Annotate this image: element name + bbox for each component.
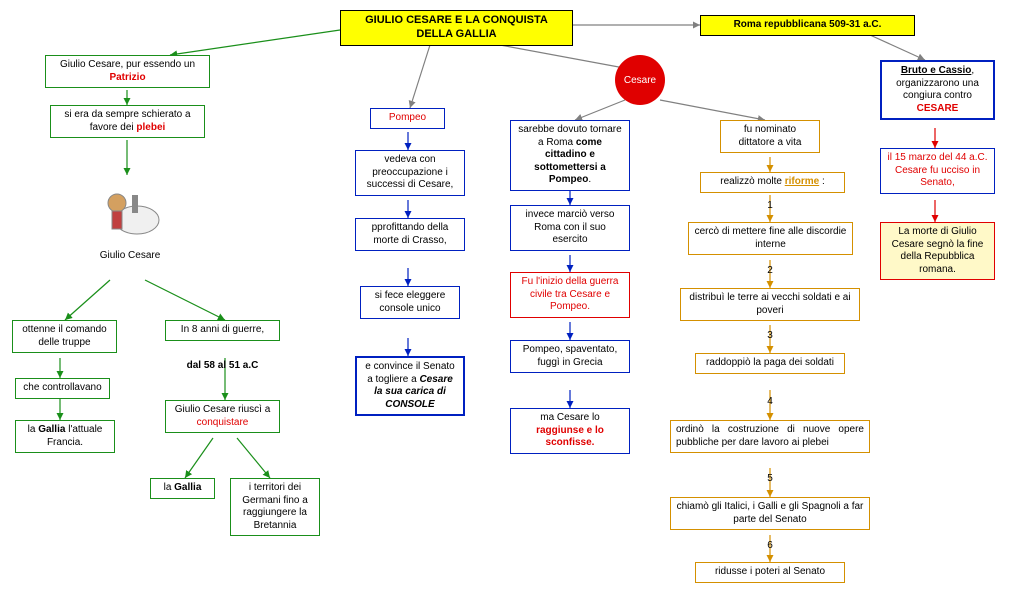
orange-n5: raddoppiò la paga dei soldati (695, 353, 845, 374)
green-n8: la Gallia (150, 478, 215, 499)
cesare-circle-label: Cesare (624, 75, 656, 86)
orange-n8: ridusse i poteri al Senato (695, 562, 845, 583)
main-title: GIULIO CESARE E LA CONQUISTA DELLA GALLI… (340, 10, 573, 46)
right-n3: La morte di Giulio Cesare segnò la fine … (880, 222, 995, 280)
num-2: 2 (760, 265, 780, 276)
orange-n7: chiamò gli Italici, i Galli e gli Spagno… (670, 497, 870, 530)
orange-n2: realizzò molte riforme : (700, 172, 845, 193)
cesare-circle: Cesare (615, 55, 665, 105)
green-n2: si era da sempre schierato a favore dei … (50, 105, 205, 138)
green-n6a: In 8 anni di guerre, (165, 320, 280, 341)
orange-n6: ordinò la costruzione di nuove opere pub… (670, 420, 870, 453)
blue2-n4: Pompeo, spaventato, fuggì in Grecia (510, 340, 630, 373)
blue-n3: pprofittando della morte di Crasso, (355, 218, 465, 251)
num-6: 6 (760, 540, 780, 551)
blue-n1: Pompeo (370, 108, 445, 129)
blue2-n3: Fu l'inizio della guerra civile tra Cesa… (510, 272, 630, 318)
green-n5: la Gallia l'attuale Francia. (15, 420, 115, 453)
orange-n1: fu nominato dittatore a vita (720, 120, 820, 153)
blue2-n1: sarebbe dovuto tornare a Roma come citta… (510, 120, 630, 191)
green-n1: Giulio Cesare, pur essendo un Patrizio (45, 55, 210, 88)
num-4: 4 (760, 396, 780, 407)
green-n9: i territori dei Germani fino a raggiunge… (230, 478, 320, 536)
blue-n4: si fece eleggere console unico (360, 286, 460, 319)
orange-n4: distribuì le terre ai vecchi soldati e a… (680, 288, 860, 321)
num-3: 3 (760, 330, 780, 341)
blue-n2: vedeva con preoccupazione i successi di … (355, 150, 465, 196)
green-n6b: dal 58 al 51 a.C (165, 360, 280, 371)
num-5: 5 (760, 473, 780, 484)
image-caption: Giulio Cesare (85, 250, 175, 261)
blue-n5: e convince il Senato a togliere a Cesare… (355, 356, 465, 416)
blue2-n2: invece marciò verso Roma con il suo eser… (510, 205, 630, 251)
giulio-cesare-image (92, 175, 162, 245)
main-title-text: GIULIO CESARE E LA CONQUISTA DELLA GALLI… (365, 14, 548, 40)
blue2-n5: ma Cesare lo raggiunse e lo sconfisse. (510, 408, 630, 454)
green-n3: ottenne il comando delle truppe (12, 320, 117, 353)
right-n1: Bruto e Cassio, organizzarono una congiu… (880, 60, 995, 120)
orange-n3: cercò di mettere fine alle discordie int… (688, 222, 853, 255)
sub-title-text: Roma repubblicana 509-31 a.C. (734, 19, 882, 30)
right-n2: il 15 marzo del 44 a.C. Cesare fu ucciso… (880, 148, 995, 194)
green-n7: Giulio Cesare riuscì a conquistare (165, 400, 280, 433)
green-n4: che controllavano (15, 378, 110, 399)
sub-title: Roma repubblicana 509-31 a.C. (700, 15, 915, 36)
num-1: 1 (760, 200, 780, 211)
